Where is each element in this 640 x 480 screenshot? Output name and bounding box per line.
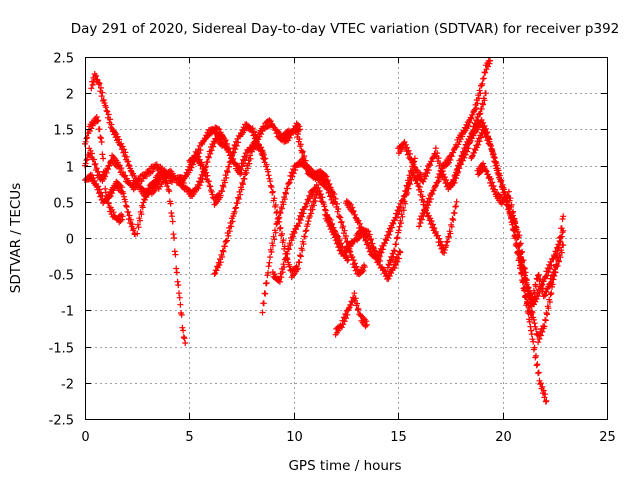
marker-path xyxy=(332,290,370,338)
y-tick-label: -2.5 xyxy=(49,414,74,429)
x-tick-label: 20 xyxy=(495,430,512,445)
marker-path xyxy=(176,132,245,199)
x-tick-label: 15 xyxy=(390,430,407,445)
y-tick-label: 0 xyxy=(66,233,74,248)
x-tick-label: 10 xyxy=(286,430,303,445)
series-track-7 xyxy=(176,132,245,199)
series-track-19 xyxy=(416,57,494,230)
y-tick-label: 1.5 xyxy=(53,124,74,139)
y-tick-label: -0.5 xyxy=(49,269,74,284)
x-tick-label: 5 xyxy=(185,430,193,445)
y-axis-label: SDTVAR / TECUs xyxy=(8,183,24,293)
y-tick-label: -1.5 xyxy=(49,342,74,357)
x-tick-label: 25 xyxy=(599,430,616,445)
y-tick-label: 1 xyxy=(66,161,74,176)
marker-path xyxy=(416,57,494,230)
y-tick-label: -2 xyxy=(61,378,74,393)
data-points xyxy=(82,57,567,405)
y-tick-label: -1 xyxy=(61,305,74,320)
series-track-10 xyxy=(238,138,320,281)
series-track-24 xyxy=(516,242,567,310)
y-tick-label: 2.5 xyxy=(53,52,74,67)
x-tick-labels: 0 5 10 15 20 25 xyxy=(81,430,615,445)
x-tick-label: 0 xyxy=(81,430,89,445)
axis-ticks xyxy=(85,57,608,420)
marker-path xyxy=(343,155,418,266)
y-tick-label: 0.5 xyxy=(53,197,74,212)
chart-title: Day 291 of 2020, Sidereal Day-to-day VTE… xyxy=(71,21,620,37)
y-tick-labels: -2.5 -2 -1.5 -1 -0.5 0 0.5 1 1.5 2 2.5 xyxy=(49,52,74,429)
marker-path xyxy=(280,125,368,278)
marker-path xyxy=(238,138,320,281)
series-track-12 xyxy=(280,125,368,278)
series-track-16 xyxy=(343,155,418,266)
marker-path xyxy=(516,242,567,310)
y-tick-label: 2 xyxy=(66,88,74,103)
x-axis-label: GPS time / hours xyxy=(288,458,401,474)
series-track-15 xyxy=(332,290,370,338)
